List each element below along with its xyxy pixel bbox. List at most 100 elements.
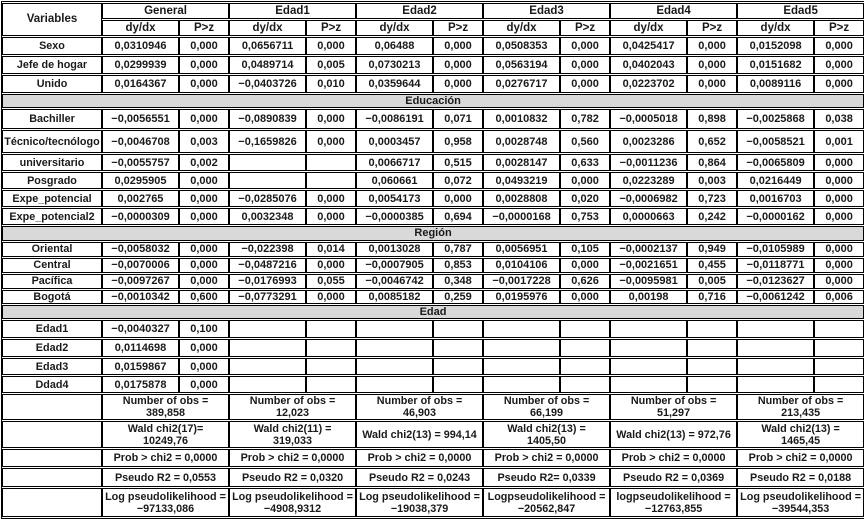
group-header-edad1: Edad1 <box>229 3 357 19</box>
cell-dydx: −0,0058032 <box>102 241 179 257</box>
cell-pz: 0,000 <box>687 75 738 93</box>
cell-pz: 0,958 <box>433 130 484 154</box>
cell-pz: 0,864 <box>687 154 738 172</box>
summary-cell-log-pseudolikelihood: Log pseudolikelihood = −97133,086 <box>102 488 230 518</box>
col-header-pz: P>z <box>433 20 484 36</box>
cell-pz: 0,000 <box>814 190 864 208</box>
row-label: Ddad4 <box>2 376 102 394</box>
summary-cell-number-of-obs: Number of obs = 389,858 <box>102 394 230 421</box>
cell-pz: 0,000 <box>560 172 611 190</box>
cell-dydx: 0,0016703 <box>737 190 815 208</box>
cell-pz: 0,000 <box>814 172 864 190</box>
summary-cell-wald-chi2: Wald chi2(17)= 10249,76 <box>102 421 230 449</box>
table-row-expe-potencial2: Expe_potencial2 −0,0000309 0,000 0,0032348 0… <box>2 208 864 226</box>
summary-cell-wald-chi2: Wald chi2(11) = 319,033 <box>229 421 357 449</box>
cell-pz: 0,038 <box>814 109 864 130</box>
cell-pz: 0,000 <box>687 37 738 55</box>
section-banner-row-region: Región <box>2 226 864 241</box>
cell-pz: 0,000 <box>306 190 357 208</box>
summary-cell-pseudo-r2: Pseudo R2= 0,0339 <box>483 468 611 488</box>
cell-pz: 0,000 <box>433 56 484 74</box>
summary-row-prob-chi2: Prob > chi2 = 0,0000 Prob > chi2 = 0,0000… <box>2 449 864 468</box>
table-row-oriental: Oriental −0,0058032 0,000 −0,022398 0,014 0,0… <box>2 241 864 257</box>
cell-dydx: 0,0656711 <box>229 37 307 55</box>
summary-row-label-empty <box>2 488 102 518</box>
cell-dydx: −0,0095981 <box>610 273 688 289</box>
cell-dydx: −0,0773291 <box>229 289 307 304</box>
cell-dydx: −0,0055757 <box>102 154 179 172</box>
cell-dydx: 0,0425417 <box>610 37 688 55</box>
cell-dydx: 0,0028808 <box>483 190 561 208</box>
row-label: Expe_potencial2 <box>2 208 102 226</box>
section-banner-region: Región <box>2 226 864 241</box>
cell-pz: 0,000 <box>179 56 230 74</box>
summary-row-label-empty <box>2 468 102 488</box>
cell-dydx: 0,0151682 <box>737 56 815 74</box>
row-label: Pacífica <box>2 273 102 289</box>
row-label: Unido <box>2 75 102 93</box>
cell-dydx: −0,0086191 <box>356 109 434 130</box>
summary-cell-number-of-obs: Number of obs = 213,435 <box>737 394 864 421</box>
table-row-posgrado: Posgrado 0,0295905 0,000 0,060661 0,072 0,049… <box>2 172 864 190</box>
summary-cell-pseudo-r2: Pseudo R2 = 0,0369 <box>610 468 738 488</box>
cell-dydx: 0,0114698 <box>102 339 179 358</box>
cell-pz: 0,694 <box>433 208 484 226</box>
cell-dydx <box>737 339 815 358</box>
cell-pz: 0,005 <box>306 56 357 74</box>
cell-pz: 0,071 <box>433 109 484 130</box>
table-row-bachiller: Bachiller −0,0056551 0,000 −0,0890839 0,000−… <box>2 109 864 130</box>
cell-pz: 0,000 <box>560 257 611 273</box>
row-label: Técnico/tecnólogo <box>2 130 102 154</box>
cell-pz: 0,000 <box>179 37 230 55</box>
cell-dydx: −0,0000385 <box>356 208 434 226</box>
cell-pz: 0,515 <box>433 154 484 172</box>
cell-pz <box>560 358 611 376</box>
row-label: universitario <box>2 154 102 172</box>
subheader-row: dy/dx P>z dy/dx P>z dy/dx P>z dy/dx P>z … <box>2 20 864 36</box>
summary-cell-wald-chi2: Wald chi2(13) = 1465,45 <box>737 421 864 449</box>
cell-pz <box>814 339 864 358</box>
cell-dydx <box>483 320 561 339</box>
cell-dydx: 0,0310946 <box>102 37 179 55</box>
summary-cell-prob-chi2: Prob > chi2 = 0,0000 <box>229 449 357 468</box>
cell-dydx: −0,0176993 <box>229 273 307 289</box>
cell-pz: 0,000 <box>306 37 357 55</box>
cell-dydx: 0,0223702 <box>610 75 688 93</box>
col-header-pz: P>z <box>814 20 864 36</box>
cell-pz: 0,000 <box>306 109 357 130</box>
summary-cell-number-of-obs: Number of obs = 51,297 <box>610 394 738 421</box>
cell-pz: 0,000 <box>306 208 357 226</box>
section-banner-educacion: Educación <box>2 94 864 109</box>
cell-pz: 0,000 <box>814 75 864 93</box>
summary-row-wald-chi2: Wald chi2(17)= 10249,76 Wald chi2(11) = 319… <box>2 421 864 449</box>
cell-pz: 0,003 <box>179 130 230 154</box>
group-header-general: General <box>102 3 230 19</box>
cell-dydx: −0,1659826 <box>229 130 307 154</box>
cell-pz: 0,006 <box>814 289 864 304</box>
table-row-edad1: Edad1 −0,0040327 0,100 <box>2 320 864 339</box>
cell-pz: 0,055 <box>306 273 357 289</box>
cell-pz: 0,100 <box>179 320 230 339</box>
cell-dydx: 0,0032348 <box>229 208 307 226</box>
cell-dydx: 0,0359644 <box>356 75 434 93</box>
variables-header: Variables <box>2 3 102 36</box>
cell-dydx <box>610 320 688 339</box>
cell-dydx: −0,0487216 <box>229 257 307 273</box>
cell-pz: 0,000 <box>179 190 230 208</box>
cell-dydx <box>737 320 815 339</box>
cell-pz: 0,000 <box>179 339 230 358</box>
cell-dydx: −0,0070006 <box>102 257 179 273</box>
cell-pz: 0,000 <box>814 56 864 74</box>
cell-pz: 0,000 <box>814 257 864 273</box>
cell-dydx: 0,00198 <box>610 289 688 304</box>
cell-pz: 0,000 <box>560 289 611 304</box>
cell-pz: 0,348 <box>433 273 484 289</box>
cell-pz: 0,000 <box>179 257 230 273</box>
cell-dydx: −0,0007905 <box>356 257 434 273</box>
cell-pz: 0,020 <box>560 190 611 208</box>
cell-dydx <box>737 358 815 376</box>
cell-dydx: 0,0085182 <box>356 289 434 304</box>
cell-dydx: 0,06488 <box>356 37 434 55</box>
table-body: Sexo 0,0310946 0,000 0,0656711 0,000 0,06488 0… <box>2 37 864 518</box>
cell-dydx: 0,0295905 <box>102 172 179 190</box>
